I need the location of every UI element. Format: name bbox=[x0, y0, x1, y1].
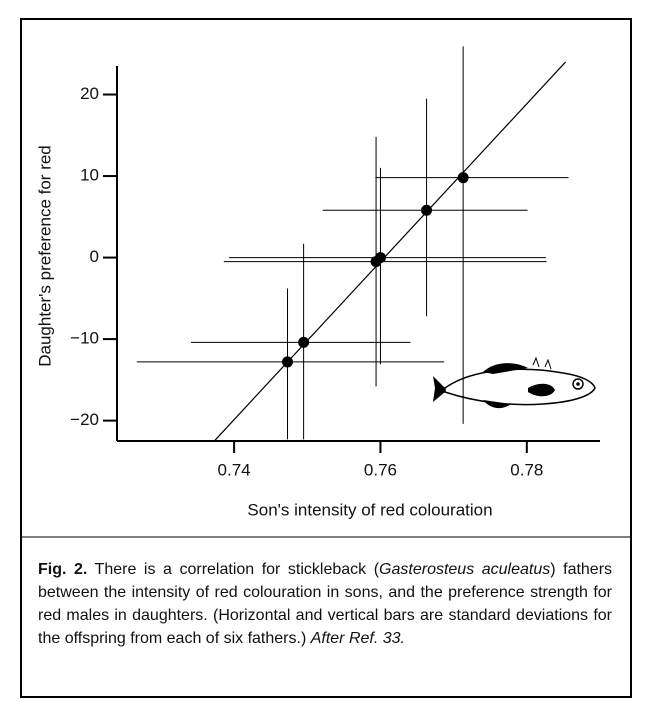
fish bbox=[433, 358, 595, 408]
y-tick-label: 10 bbox=[80, 166, 99, 185]
page: Son's intensity of red colouration Daugh… bbox=[0, 0, 647, 719]
y-tick-label: −10 bbox=[70, 329, 99, 348]
x-tick-label: 0.74 bbox=[218, 460, 251, 479]
x-tick-label: 0.78 bbox=[510, 460, 543, 479]
x-tick-label: 0.76 bbox=[364, 460, 397, 479]
caption-label: Fig. 2. bbox=[38, 561, 87, 578]
y-tick-label: 20 bbox=[80, 84, 99, 103]
point bbox=[375, 252, 386, 263]
caption-reference: After Ref. 33. bbox=[311, 630, 405, 647]
chart: Son's intensity of red colouration Daugh… bbox=[0, 0, 647, 560]
point bbox=[282, 356, 293, 367]
point bbox=[421, 205, 432, 216]
caption: Fig. 2. There is a correlation for stick… bbox=[38, 558, 612, 650]
caption-text: There is a correlation for stickleback ( bbox=[95, 561, 379, 578]
y-tick-label: −20 bbox=[70, 410, 99, 429]
caption-species: Gasterosteus aculeatus bbox=[379, 561, 550, 578]
point bbox=[458, 172, 469, 183]
y-tick-label: 0 bbox=[90, 247, 99, 266]
point bbox=[298, 337, 309, 348]
y-axis-label: Daughter's preference for red bbox=[35, 145, 54, 367]
x-axis-label: Son's intensity of red colouration bbox=[247, 500, 492, 519]
